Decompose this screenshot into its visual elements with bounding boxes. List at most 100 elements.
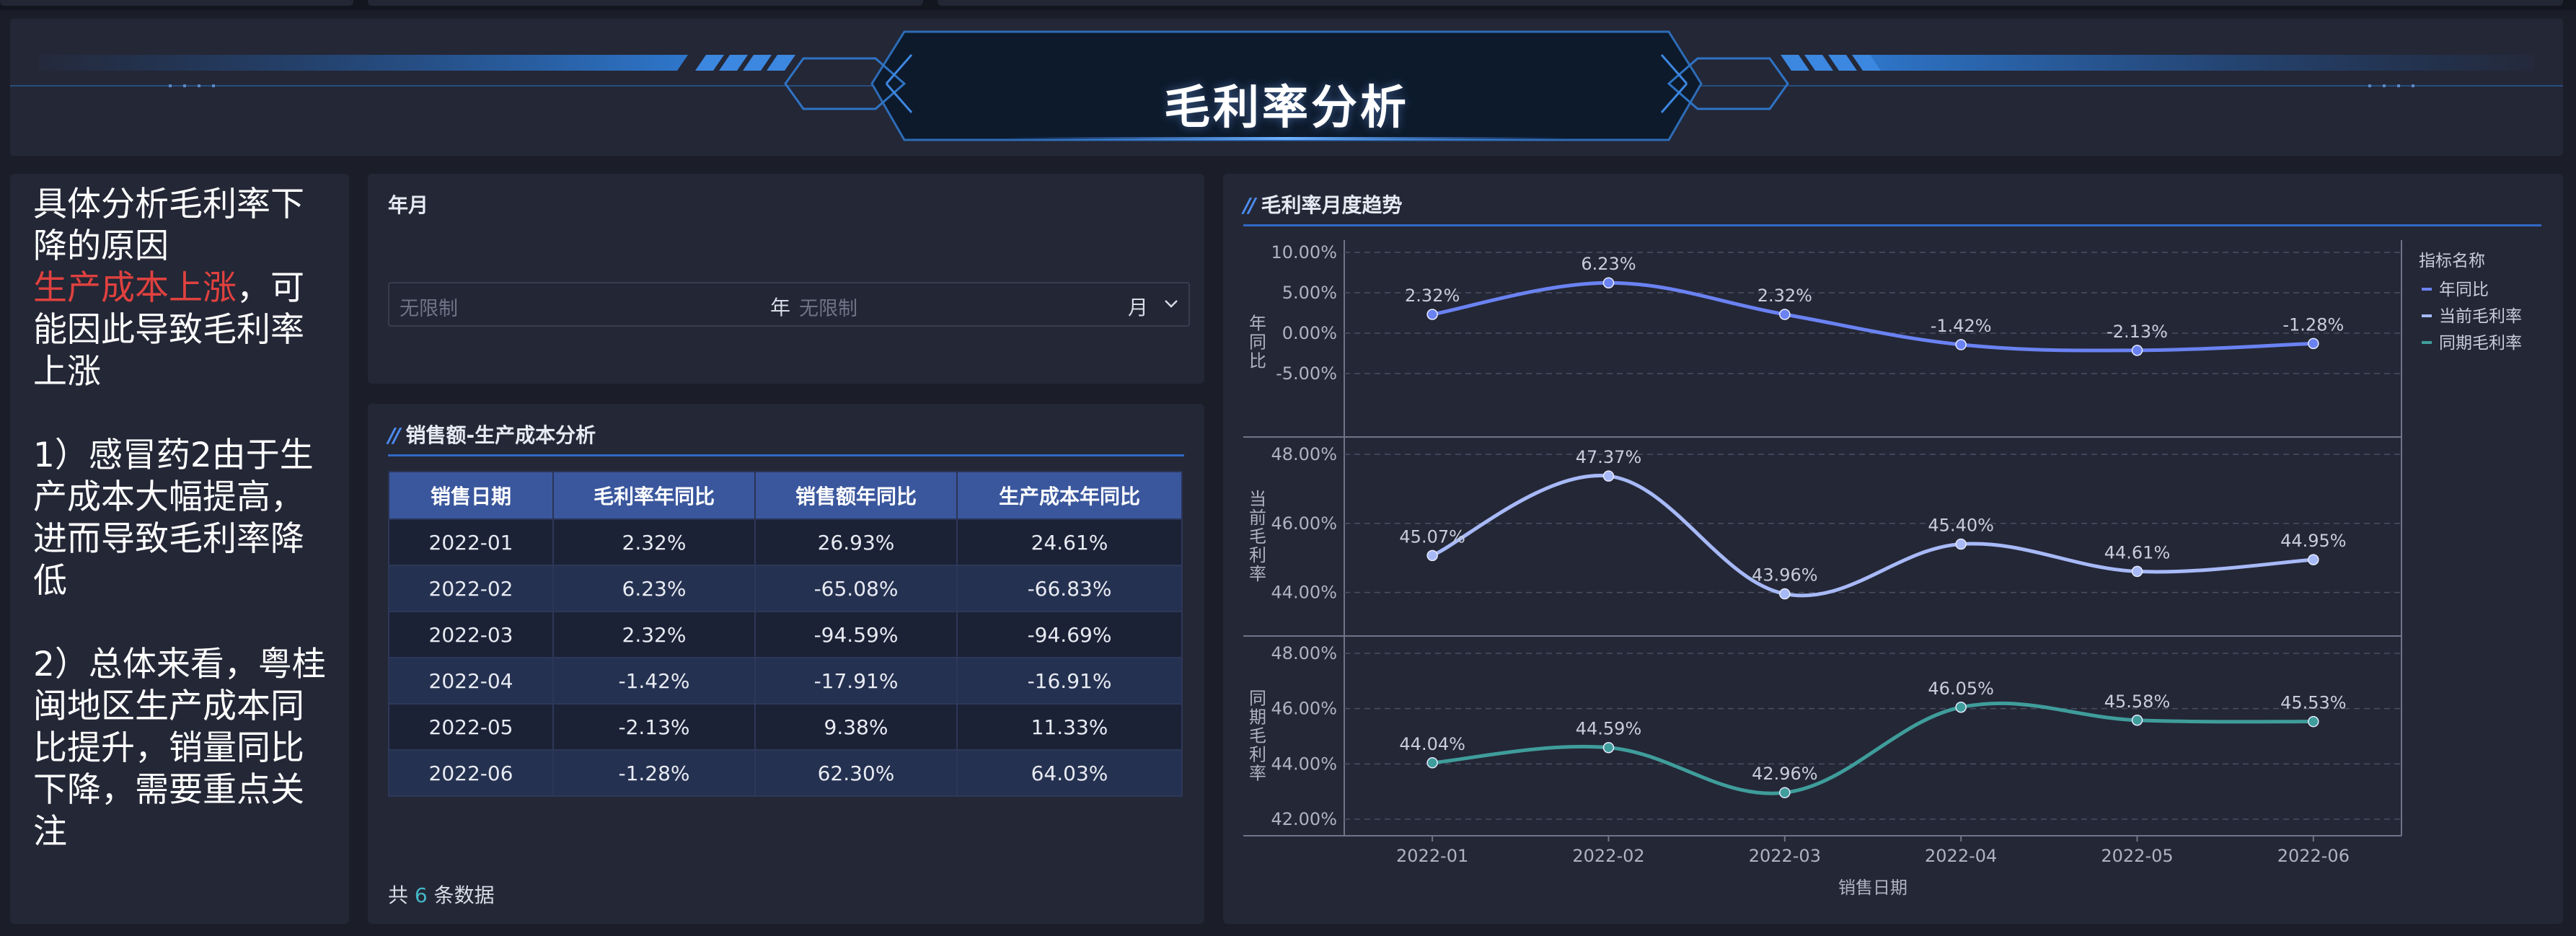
table-cell: 2022-06	[388, 749, 554, 797]
filter-label: 年月	[388, 193, 429, 217]
data-label: 44.61%	[2104, 542, 2171, 562]
data-point	[1602, 470, 1615, 482]
y-axis-title: 年同比	[1249, 314, 1266, 371]
table-cell: 2022-05	[388, 703, 554, 751]
data-label: 47.37%	[1576, 447, 1642, 467]
table-cell: 64.03%	[956, 749, 1183, 797]
x-tick-label: 2022-05	[2101, 846, 2173, 866]
table-row: 2022-02 6.23% -65.08% -66.83%	[388, 565, 1183, 612]
table-cell: -94.69%	[956, 611, 1183, 658]
table-cell: 26.93%	[754, 518, 958, 566]
data-label: 45.53%	[2280, 693, 2347, 713]
data-point	[1779, 588, 1791, 600]
column-header[interactable]: 销售额年同比	[754, 471, 958, 520]
x-tick-label: 2022-03	[1749, 846, 1821, 866]
chart-title-text: 毛利率月度趋势	[1261, 193, 1403, 217]
date-filter-panel: 年月 无限制 年 无限制 月	[368, 174, 1204, 384]
table-cell: -65.08%	[754, 565, 958, 612]
column-header[interactable]: 销售日期	[388, 471, 554, 520]
x-tick-label: 2022-02	[1572, 846, 1644, 866]
table-row: 2022-05 -2.13% 9.38% 11.33%	[388, 703, 1183, 751]
table-cell: 2.32%	[552, 518, 756, 566]
table-cell: -1.28%	[552, 749, 756, 797]
year-month-picker[interactable]: 无限制 年 无限制 月	[388, 282, 1190, 327]
top-tab-stub	[938, 0, 2563, 6]
data-table: 销售日期 毛利率年同比 销售额年同比 生产成本年同比 2022-01 2.32%…	[388, 471, 1183, 797]
data-point	[2308, 337, 2319, 350]
column-header[interactable]: 毛利率年同比	[552, 471, 756, 520]
series-line	[1432, 281, 2313, 353]
table-cell: 2022-03	[388, 611, 554, 658]
y-axis-title: 同期毛利率	[1249, 689, 1266, 784]
sales-cost-table-panel: //销售额-生产成本分析 销售日期 毛利率年同比 销售额年同比 生产成本年同比 …	[368, 404, 1204, 924]
data-point	[1955, 538, 1967, 550]
table-row: 2022-06 -1.28% 62.30% 64.03%	[388, 749, 1183, 797]
table-cell: 2022-01	[388, 518, 554, 566]
x-tick-label: 2022-06	[2277, 846, 2350, 866]
chevron-down-icon[interactable]	[1163, 295, 1180, 312]
data-point	[1955, 339, 1967, 350]
table-cell: -2.13%	[552, 703, 756, 751]
table-cell: -94.59%	[754, 611, 958, 658]
data-label: 43.96%	[1752, 565, 1818, 586]
table-cell: 24.61%	[956, 518, 1183, 566]
banner-decoration	[10, 30, 2563, 141]
analysis-para1: 1）感冒药2由于生产成本大幅提高，进而导致毛利率降低	[33, 436, 314, 601]
table-cell: 62.30%	[754, 749, 958, 797]
row-count: 共 6 条数据	[388, 880, 495, 909]
x-axis-title: 销售日期	[1838, 878, 1907, 898]
table-cell: 2022-04	[388, 657, 554, 705]
table-cell: -16.91%	[956, 657, 1183, 705]
trend-chart: 10.00% 5.00% 0.00% -5.00% 年同比 2.32% 6.23% 2.32%…	[1243, 240, 2522, 898]
y-tick-label: 5.00%	[1282, 283, 1337, 303]
month-input[interactable]: 无限制	[799, 298, 857, 320]
legend-item: 年同比	[2439, 281, 2489, 299]
table-cell: 6.23%	[552, 565, 756, 612]
data-label: -1.28%	[2282, 314, 2344, 335]
y-tick-label: 48.00%	[1271, 643, 1337, 663]
series-line	[1432, 701, 2313, 795]
data-point	[2308, 554, 2319, 565]
y-tick-label: 0.00%	[1282, 323, 1337, 343]
y-tick-label: -5.00%	[1276, 363, 1337, 384]
table-cell: 2022-02	[388, 565, 554, 612]
table-cell: -66.83%	[956, 565, 1183, 612]
data-point	[2131, 715, 2143, 726]
analysis-line1: 具体分析毛利率下降的原因	[33, 185, 304, 266]
data-label: 2.32%	[1405, 286, 1460, 306]
series-line	[1432, 474, 2313, 598]
table-cell: 11.33%	[956, 703, 1183, 751]
title-underline	[388, 454, 1184, 456]
top-tab-stub	[368, 0, 923, 6]
banner-dots	[169, 84, 2414, 87]
data-point	[2308, 715, 2319, 728]
data-point	[1426, 309, 1438, 320]
analysis-para2: 2）总体来看，粤桂闽地区生产成本同比提升，销量同比下降，需要重点关注	[33, 645, 326, 852]
page-title: 毛利率分析	[1164, 81, 1409, 135]
top-tab-stub	[0, 0, 353, 6]
data-label: 45.58%	[2104, 692, 2171, 712]
month-unit: 月	[1128, 296, 1149, 319]
y-tick-label: 48.00%	[1271, 444, 1337, 464]
legend-item: 同期毛利率	[2439, 334, 2522, 353]
column-header[interactable]: 生产成本年同比	[956, 471, 1183, 520]
year-input[interactable]: 无限制	[400, 298, 458, 320]
data-point	[1779, 787, 1791, 798]
data-label: -2.13%	[2107, 322, 2168, 342]
row-count-number: 6	[414, 883, 428, 907]
y-tick-label: 44.00%	[1271, 754, 1337, 774]
data-point	[1602, 741, 1615, 754]
data-label: 45.40%	[1928, 516, 1994, 536]
analysis-highlight: 生产成本上涨	[33, 268, 237, 308]
y-tick-label: 46.00%	[1271, 513, 1337, 534]
legend-title: 指标名称	[2419, 252, 2485, 270]
data-point	[2131, 565, 2143, 578]
table-cell: 2.32%	[552, 611, 756, 658]
legend-item: 当前毛利率	[2439, 307, 2522, 326]
data-point	[1602, 277, 1615, 288]
data-label: 42.96%	[1752, 764, 1818, 784]
data-label: -1.42%	[1931, 316, 1992, 336]
data-point	[1426, 549, 1438, 562]
data-label: 44.04%	[1399, 734, 1465, 754]
margin-trend-chart-panel: //毛利率月度趋势 10.00% 5.00% 0.00% -5.00% 年同比 2.32%…	[1223, 174, 2563, 924]
